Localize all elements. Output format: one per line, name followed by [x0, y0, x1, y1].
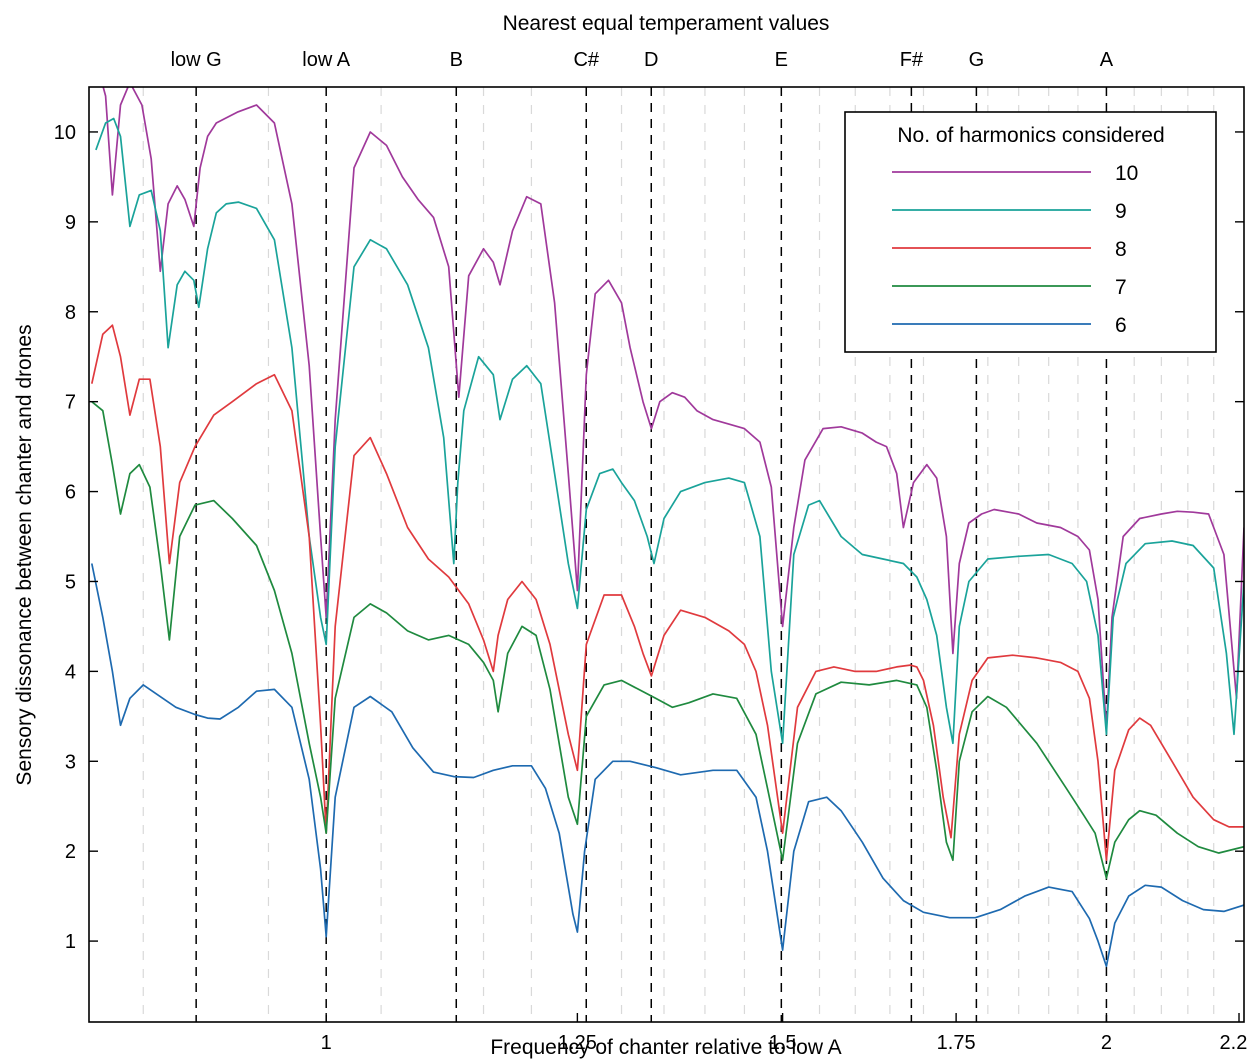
note-labels: low G low A B C# D E F# G A	[171, 49, 1114, 71]
y-tick-label: 1	[65, 931, 76, 953]
x-axis-title: Frequency of chanter relative to low A	[490, 1036, 841, 1059]
y-tick-label: 5	[65, 571, 76, 593]
x-axis-ticks: 1 1.25 1.5 1.75 2 2.25	[321, 1013, 1248, 1054]
y-tick-label: 6	[65, 482, 76, 504]
series-line-6	[90, 563, 1244, 968]
note-label: G	[969, 49, 985, 71]
note-label: F#	[900, 49, 924, 71]
legend-title: No. of harmonics considered	[897, 124, 1164, 147]
y-tick-label: 3	[65, 751, 76, 773]
x-tick-label: 1.5	[769, 1032, 797, 1054]
legend-label: 8	[1115, 238, 1127, 261]
y-tick-label: 8	[65, 302, 76, 324]
x-tick-label: 1.25	[558, 1032, 597, 1054]
note-label: D	[644, 49, 658, 71]
legend-box	[844, 111, 1217, 353]
legend-label: 9	[1115, 200, 1127, 223]
y-tick-label: 9	[65, 212, 76, 234]
y-tick-label: 7	[65, 392, 76, 414]
y-axis-ticks: 1 2 3 4 5 6 7 8 9 10	[54, 122, 1244, 953]
legend-entries: 10 9 8 7 6	[892, 162, 1138, 337]
y-tick-label: 2	[65, 841, 76, 863]
note-label: A	[1100, 49, 1114, 71]
series-line-9	[95, 117, 1244, 745]
note-label: B	[450, 49, 463, 71]
series-line-8	[90, 324, 1244, 862]
x-tick-label: 2.25	[1220, 1032, 1248, 1054]
minor-grid	[142, 87, 1215, 1022]
x-tick-label: 2	[1101, 1032, 1112, 1054]
plot-frame	[88, 86, 1245, 1023]
x-tick-label: 1.75	[937, 1032, 976, 1054]
series-line-7	[91, 401, 1244, 880]
legend: No. of harmonics considered 10 9 8 7 6	[844, 111, 1217, 353]
y-axis-title: Sensory dissonance between chanter and d…	[13, 324, 36, 785]
note-label: E	[775, 49, 788, 71]
legend-label: 7	[1115, 276, 1127, 299]
series-line-10	[102, 87, 1244, 731]
y-tick-label: 4	[65, 661, 76, 683]
note-label: C#	[573, 49, 599, 71]
x-tick-label: 1	[321, 1032, 332, 1054]
top-axis-title: Nearest equal temperament values	[503, 12, 830, 35]
y-tick-label: 10	[54, 122, 76, 144]
series-group	[90, 87, 1244, 968]
note-label: low G	[171, 49, 222, 71]
legend-label: 10	[1115, 162, 1138, 185]
note-label: low A	[302, 49, 350, 71]
legend-label: 6	[1115, 314, 1127, 337]
